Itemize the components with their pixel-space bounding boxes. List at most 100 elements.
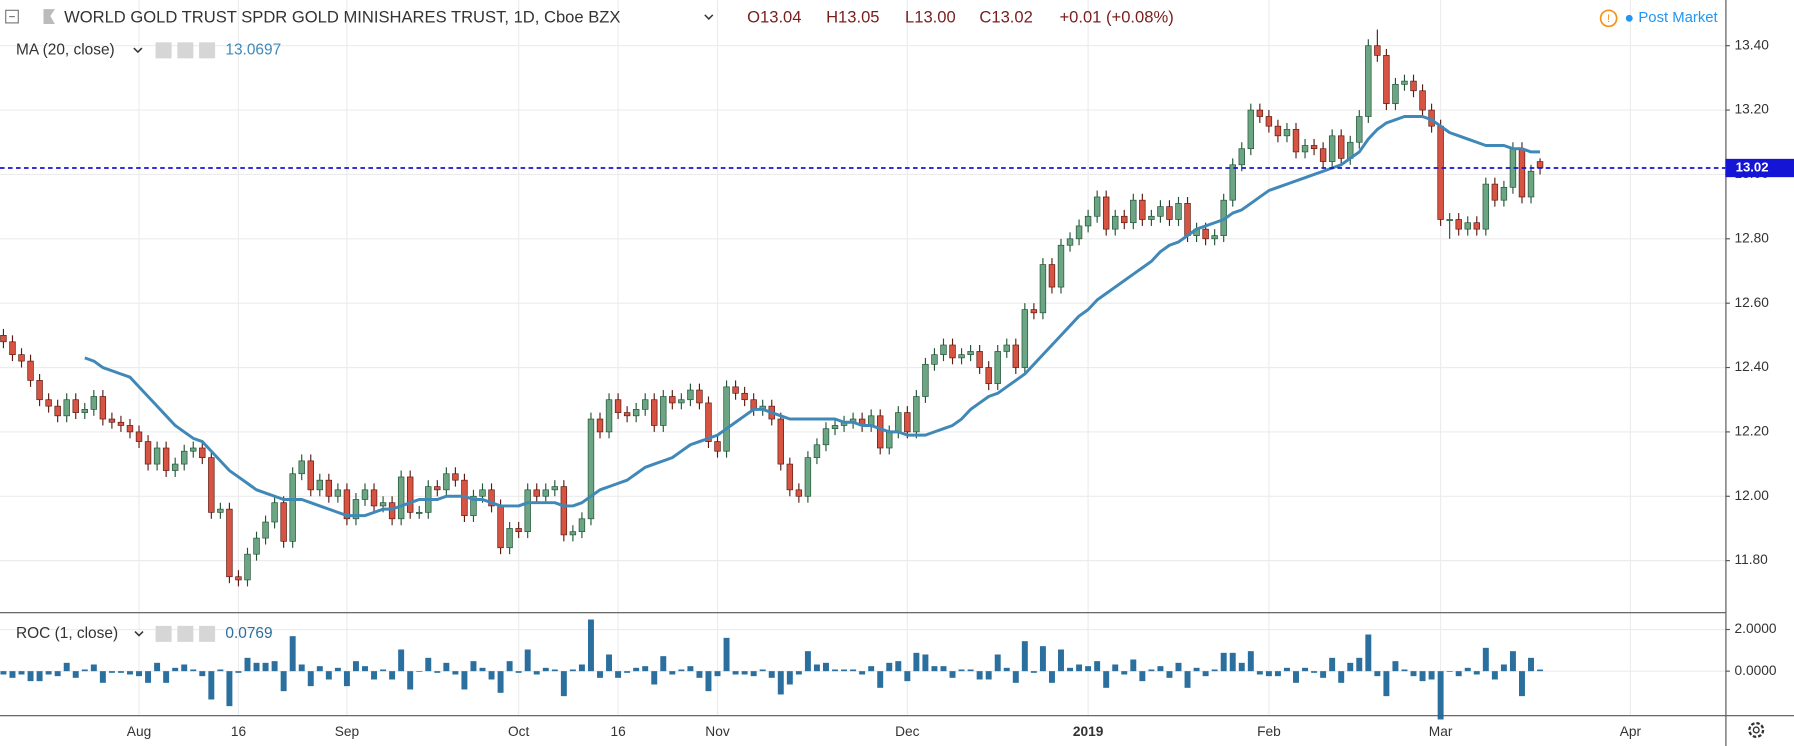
roc-bar (316, 666, 323, 672)
x-tick-label: Dec (895, 724, 920, 739)
roc-bar (398, 649, 405, 672)
roc-bar (931, 666, 938, 672)
candle-body (1030, 309, 1038, 314)
candle-body (126, 425, 134, 433)
warning-icon[interactable] (1599, 9, 1618, 28)
settings-gear-center (1752, 726, 1760, 734)
remove-button[interactable] (199, 42, 216, 59)
roc-bar (985, 671, 992, 680)
roc-bar (380, 669, 387, 672)
candle-body (732, 386, 739, 394)
roc-bar (524, 649, 531, 672)
candle-body (1292, 129, 1300, 153)
candle-body (1337, 135, 1345, 159)
roc-bar (940, 666, 947, 672)
roc-bar (813, 664, 820, 672)
candle-body (1518, 148, 1526, 198)
candle-body (1274, 125, 1282, 137)
roc-bar (741, 671, 748, 675)
candle-body (1482, 183, 1490, 230)
roc-bar (1428, 671, 1435, 680)
roc-bar (515, 671, 522, 673)
candle-body (605, 399, 613, 433)
candle-body (452, 473, 459, 481)
roc-bar (1302, 667, 1309, 672)
collapse-button[interactable] (5, 9, 19, 24)
roc-bar (371, 671, 378, 680)
ma-value: 13.0697 (225, 41, 281, 58)
roc-bar (1383, 671, 1390, 697)
roc-bar (750, 671, 757, 677)
candle-body (1473, 222, 1480, 230)
roc-bar (642, 666, 649, 672)
settings-button[interactable] (177, 42, 194, 59)
roc-bar (994, 654, 1001, 672)
candle-body (135, 431, 143, 442)
roc-bar (0, 671, 7, 675)
x-tick-label: 2019 (1073, 724, 1104, 739)
roc-bar (714, 671, 721, 677)
settings-gear[interactable] (1748, 721, 1765, 738)
roc-bar (732, 671, 739, 675)
candle-body (1148, 215, 1155, 220)
roc-bar (542, 667, 549, 672)
candle-body (45, 399, 52, 407)
candle-body (506, 528, 513, 549)
roc-bar (1256, 671, 1263, 675)
remove-button[interactable] (199, 625, 216, 642)
roc-bar (1491, 671, 1498, 680)
roc-bar (823, 662, 829, 672)
candle-body (786, 463, 794, 491)
x-tick-label: Sep (335, 724, 360, 739)
x-tick-label: Aug (127, 724, 151, 739)
roc-value: 0.0769 (225, 625, 272, 642)
candle-body (922, 363, 929, 397)
candle-body (1202, 228, 1209, 240)
visibility-button[interactable] (155, 42, 172, 59)
roc-bar (1130, 659, 1137, 672)
roc-bar (913, 652, 920, 672)
roc-bar (1220, 652, 1227, 672)
candle-body (985, 367, 992, 384)
low-value: L13.00 (905, 8, 956, 27)
candle-body (1121, 215, 1128, 224)
candle-body (723, 386, 730, 452)
candle-body (253, 537, 260, 555)
candle-body (54, 405, 61, 417)
roc-legend[interactable]: ROC (1, close) (16, 625, 118, 642)
ma-legend[interactable]: MA (20, close) (16, 41, 115, 58)
candle-body (1066, 238, 1074, 246)
roc-bar (1274, 671, 1281, 677)
candle-body (1256, 109, 1264, 117)
roc-bar (506, 661, 513, 672)
roc-bar (597, 671, 603, 678)
candle-body (397, 476, 405, 520)
roc-bar (723, 637, 730, 672)
roc-bar (1193, 667, 1200, 672)
settings-button[interactable] (177, 625, 194, 642)
candle-body (560, 486, 568, 536)
symbol-title[interactable]: WORLD GOLD TRUST SPDR GOLD MINISHARES TR… (64, 8, 620, 27)
roc-bar (886, 662, 893, 672)
flag-icon[interactable] (43, 9, 55, 25)
roc-bar (1519, 671, 1525, 697)
roc-bar (696, 671, 703, 678)
candle-body (434, 486, 441, 491)
candle-body (678, 399, 685, 404)
candle-body (1383, 55, 1390, 104)
roc-bar (1464, 667, 1471, 672)
x-tick-label: 16 (610, 724, 626, 739)
candle-body (1401, 80, 1408, 85)
candle-body (18, 354, 25, 362)
candle-body (1238, 148, 1245, 166)
candle-body (0, 335, 7, 343)
roc-bar (624, 671, 631, 673)
candle-body (1003, 344, 1010, 352)
roc-bar (307, 671, 314, 687)
post-market[interactable]: Post Market (1638, 10, 1718, 26)
candle-body (705, 402, 712, 442)
candle-body (967, 351, 974, 356)
roc-bar (352, 661, 359, 672)
visibility-button[interactable] (155, 625, 172, 642)
